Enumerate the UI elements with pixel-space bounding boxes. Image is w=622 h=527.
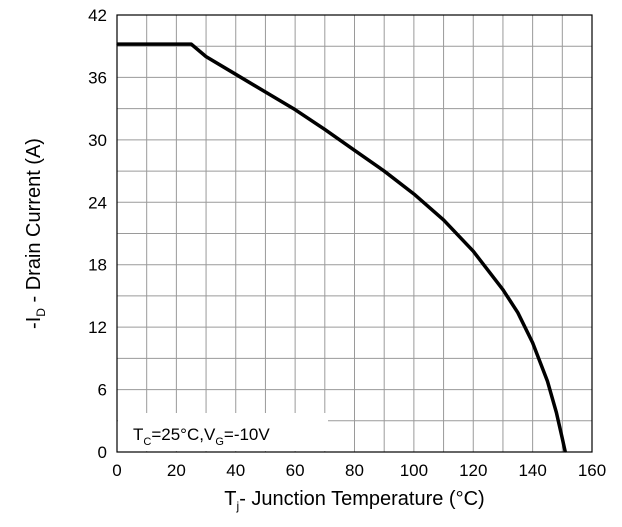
x-axis-label-sub: j (236, 499, 240, 513)
data-point (532, 342, 534, 344)
data-point (561, 437, 563, 440)
x-tick-label: 160 (578, 461, 606, 480)
x-tick-label: 80 (345, 461, 364, 480)
x-tick-label: 0 (112, 461, 121, 480)
data-point (502, 289, 504, 291)
data-point (353, 149, 356, 151)
data-point (472, 250, 474, 252)
plot-frame (116, 14, 593, 453)
annotation-box: TC=25°C,VG=-10V (118, 413, 328, 451)
y-tick-label: 36 (88, 68, 107, 87)
x-axis-label: Tj- Junction Temperature (°C) (224, 488, 484, 513)
y-tick-label: 42 (88, 6, 107, 25)
data-point (235, 73, 237, 75)
data-point (190, 43, 192, 45)
annotation-text: TC=25°C,VG=-10V (133, 425, 270, 448)
data-point (205, 56, 207, 58)
data-point (294, 109, 296, 111)
x-tick-label: 120 (459, 461, 487, 480)
data-point (264, 91, 267, 93)
x-tick-label: 20 (167, 461, 186, 480)
annotation-part: =-10V (224, 425, 270, 444)
data-point (442, 219, 445, 221)
data-point (383, 170, 385, 172)
annotation-part: =25°C,V (151, 425, 216, 444)
x-tick-label: 100 (400, 461, 428, 480)
y-axis-label: -ID - Drain Current (A) (23, 138, 48, 329)
y-tick-label: 0 (98, 443, 107, 462)
grid (116, 14, 593, 453)
y-tick-label: 30 (88, 131, 107, 150)
data-point (324, 128, 326, 131)
y-axis-label-sub: D (34, 308, 48, 317)
y-tick-labels: 0 6 12 18 24 30 36 42 (88, 6, 107, 462)
x-tick-label: 60 (286, 461, 305, 480)
data-point (555, 411, 557, 414)
annotation-background (118, 413, 328, 451)
y-axis-label-rest: - Drain Current (A) (23, 138, 45, 308)
y-tick-label: 24 (88, 193, 107, 212)
annotation-part: G (215, 436, 224, 448)
y-tick-label: 6 (98, 381, 107, 400)
x-tick-labels: 0 20 40 60 80 100 120 140 160 (112, 461, 606, 480)
y-axis-label-main: -I (23, 317, 45, 329)
x-tick-label: 140 (518, 461, 546, 480)
annotation-part: T (133, 425, 143, 444)
y-tick-label: 12 (88, 318, 107, 337)
data-point (546, 380, 549, 382)
data-point (413, 193, 415, 195)
data-point (517, 311, 519, 314)
data-line-layer (116, 42, 567, 453)
x-tick-label: 40 (226, 461, 245, 480)
x-axis-label-rest: - Junction Temperature (°C) (239, 488, 485, 510)
x-axis-label-main: T (224, 488, 236, 510)
annotation-part: C (143, 436, 151, 448)
drain-current-curve (117, 42, 567, 453)
y-tick-label: 18 (88, 256, 107, 275)
